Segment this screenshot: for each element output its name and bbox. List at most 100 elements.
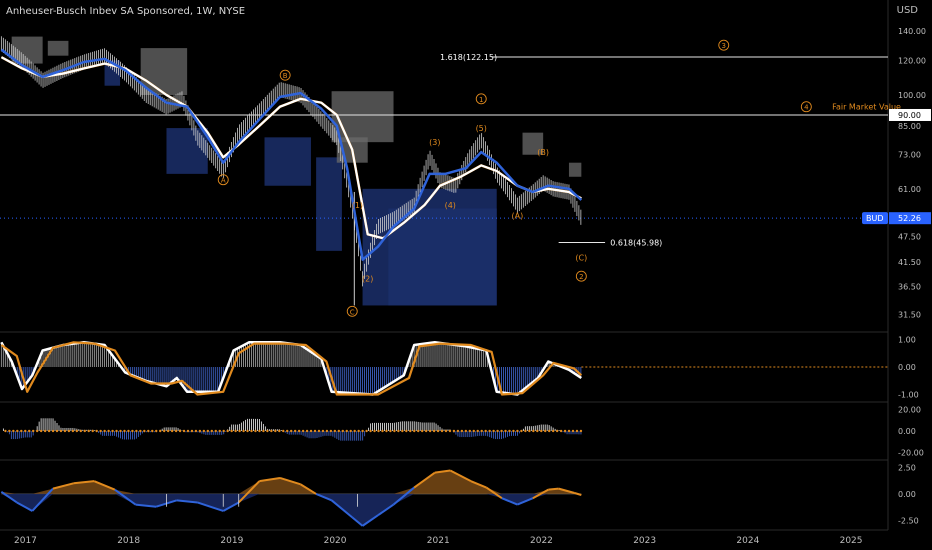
mom-line	[501, 497, 518, 506]
wave-label-circle	[718, 39, 730, 51]
hist-dot	[258, 429, 261, 433]
wave-label-circle	[575, 270, 587, 282]
wave-label: (3)	[429, 138, 440, 147]
hist-dot	[31, 429, 35, 433]
hist-dot	[119, 429, 122, 433]
hist-dot	[254, 429, 257, 433]
hist-dot	[420, 429, 424, 433]
hist-dot	[282, 429, 285, 433]
hist-dot	[313, 429, 317, 433]
hist-dot	[532, 429, 535, 433]
hist-dot	[413, 429, 416, 433]
hist-dot	[202, 429, 206, 433]
hist-dot	[329, 429, 333, 433]
mom-line	[434, 469, 451, 474]
hist-dot	[480, 429, 483, 433]
hist-dot	[206, 429, 210, 433]
mom-y-tick: -2.50	[898, 517, 919, 526]
y-tick-label: 85.00	[898, 122, 921, 131]
hist-dot	[579, 429, 583, 433]
hist-dot	[409, 429, 412, 433]
hist-dot	[341, 429, 344, 433]
hist-dot	[123, 429, 126, 433]
x-tick-label: 2018	[117, 536, 140, 546]
wave-label: 1	[479, 96, 483, 104]
hist-dot	[174, 429, 178, 433]
mom-y-tick: 0.00	[898, 490, 916, 499]
hist-dot	[16, 429, 19, 433]
hist-dot	[182, 429, 186, 433]
hist-dot	[226, 429, 229, 433]
hist-dot	[504, 429, 507, 433]
hist-dot	[103, 429, 106, 433]
hist-dot	[452, 429, 456, 433]
hist-dot	[369, 429, 372, 433]
mom-line	[93, 480, 116, 491]
x-tick-label: 2025	[840, 536, 863, 546]
mom-line	[392, 486, 415, 506]
hist-dot	[401, 429, 404, 433]
hist-dot	[571, 429, 575, 433]
hist-dot	[305, 429, 309, 433]
hist-dot	[107, 429, 110, 433]
mom-line	[485, 486, 503, 500]
fib-0618-label: 0.618(45.98)	[610, 238, 662, 247]
mom-line	[0, 490, 18, 504]
hist-dot	[270, 429, 273, 433]
hist-dot	[547, 429, 551, 433]
hist-dot	[67, 429, 71, 433]
hist-dot	[492, 429, 495, 433]
x-tick-label: 2019	[220, 536, 243, 546]
hist-dot	[385, 429, 388, 433]
hist-dot	[87, 429, 90, 433]
y-tick-label: 41.50	[898, 258, 921, 267]
y-tick-label: 140.00	[898, 27, 926, 36]
hist-dot	[424, 429, 428, 433]
mom-line	[361, 514, 379, 527]
hist-dot	[448, 429, 452, 433]
hist-dot	[135, 429, 138, 433]
hist-dot	[166, 429, 170, 433]
hist-dot	[297, 429, 301, 433]
hist-dot	[317, 429, 321, 433]
mom-line	[222, 501, 240, 512]
hist-dot	[555, 429, 559, 433]
hist-dot	[186, 429, 190, 433]
mom-line	[197, 501, 224, 512]
wave-label: C	[350, 308, 355, 316]
x-tick-label: 2022	[530, 536, 553, 546]
mom-line	[449, 469, 472, 483]
hist-dot	[91, 429, 94, 433]
grey-zone-box	[568, 162, 582, 177]
hist-dot	[289, 429, 293, 433]
wave-label: (A)	[512, 212, 524, 221]
wave-label: (5)	[476, 124, 487, 133]
hist-dot	[365, 429, 368, 433]
hist-dot	[59, 429, 63, 433]
symbol-badge	[862, 212, 888, 225]
hist-dot	[274, 429, 277, 433]
hist-dot	[262, 429, 265, 433]
hist-dot	[516, 429, 519, 433]
wave-label: (C)	[575, 253, 587, 262]
hist-dot	[353, 429, 356, 433]
hist-dot	[567, 429, 571, 433]
hist-dot	[325, 429, 329, 433]
hist-dot	[127, 429, 130, 433]
grey-zone-box	[47, 40, 69, 56]
y-tick-label: 100.00	[898, 91, 926, 100]
hist-dot	[500, 429, 503, 433]
hist-dot	[357, 429, 360, 433]
y-tick-label: 61.00	[898, 185, 921, 194]
hist-dot	[337, 429, 341, 433]
hist-dot	[464, 429, 468, 433]
hist-dot	[508, 429, 511, 433]
hist-dot	[194, 429, 198, 433]
hist-dot	[198, 429, 202, 433]
wave-label: B	[283, 72, 288, 80]
hist-dot	[417, 429, 420, 433]
hist-dot	[190, 429, 194, 433]
hist-dot	[238, 429, 241, 433]
